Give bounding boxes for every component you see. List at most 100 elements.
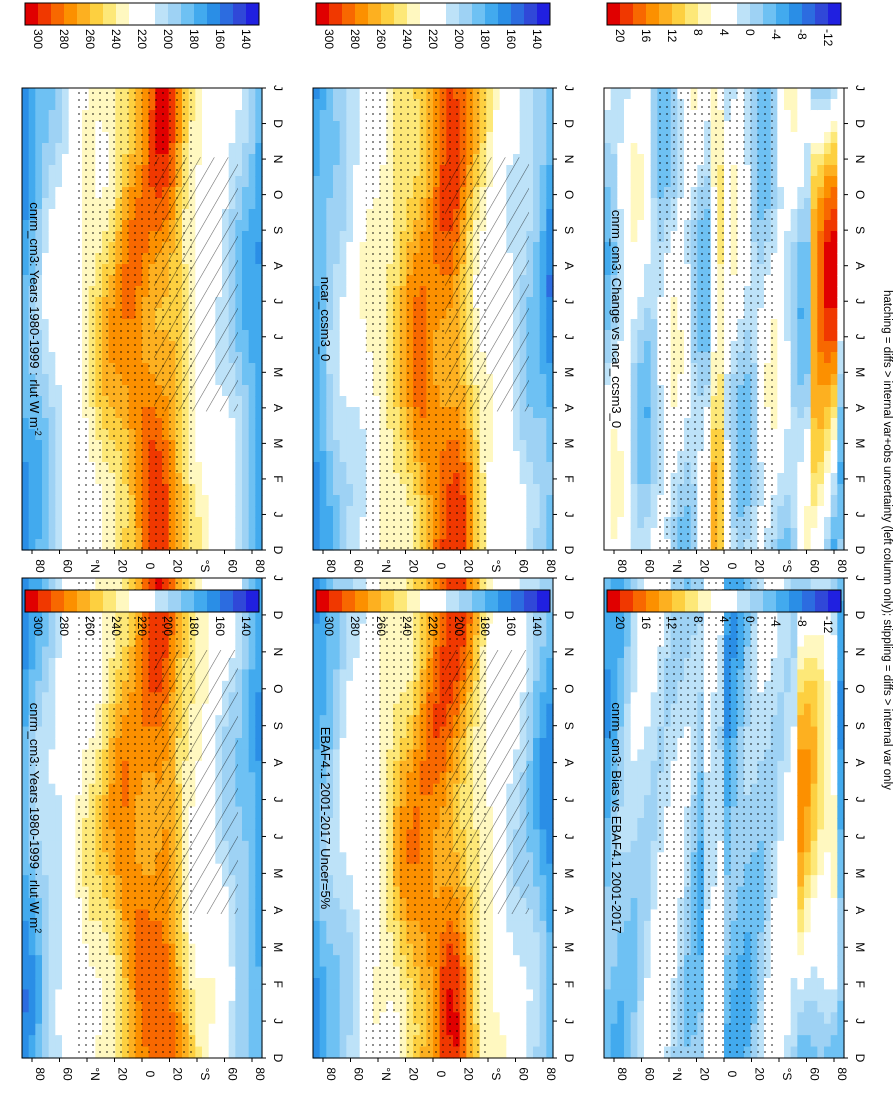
heatmap-cell: [195, 99, 202, 111]
heatmap-cell: [55, 209, 62, 221]
heatmap-cell: [55, 829, 62, 841]
heatmap-cell: [540, 841, 547, 853]
heatmap-cell: [235, 1035, 242, 1047]
heatmap-cell: [340, 875, 347, 887]
heatmap-cell: [313, 1012, 320, 1024]
heatmap-cell: [42, 715, 49, 727]
heatmap-cell: [49, 624, 56, 636]
heatmap-cell: [333, 647, 340, 659]
heatmap-cell: [340, 473, 347, 485]
heatmap-cell: [533, 772, 540, 784]
title-superscript: -2: [33, 428, 43, 436]
heatmap-cell: [320, 495, 327, 507]
heatmap-cell: [353, 658, 360, 670]
heatmap-cell: [353, 818, 360, 830]
heatmap-cell: [49, 165, 56, 177]
heatmap-cell: [353, 978, 360, 990]
heatmap-cell: [42, 154, 49, 166]
heatmap-cell: [249, 231, 256, 243]
heatmap-cell: [22, 681, 29, 693]
heatmap-cell: [249, 818, 256, 830]
heatmap-cell: [55, 749, 62, 761]
heatmap-cell: [313, 989, 320, 1001]
heatmap-cell: [533, 795, 540, 807]
heatmap-cell: [346, 795, 353, 807]
heatmap-cell: [520, 1024, 527, 1036]
heatmap-cell: [533, 715, 540, 727]
heatmap-cell: [340, 220, 347, 232]
heatmap-cell: [326, 506, 333, 518]
heatmap-cell: [55, 795, 62, 807]
heatmap-cell: [22, 99, 29, 111]
heatmap-cell: [215, 978, 222, 990]
heatmap-cell: [320, 176, 327, 188]
heatmap-cell: [340, 242, 347, 254]
heatmap-cell: [22, 978, 29, 990]
heatmap-cell: [209, 121, 216, 133]
heatmap-cell: [215, 539, 222, 551]
lat-tick-label: 0: [434, 1071, 448, 1078]
heatmap-cell: [222, 517, 229, 529]
heatmap-cell: [526, 944, 533, 956]
heatmap-cell: [209, 1012, 216, 1024]
heatmap-cell: [62, 132, 69, 144]
heatmap-cell: [195, 967, 202, 979]
heatmap-cell: [242, 784, 249, 796]
heatmap-cell: [62, 887, 69, 899]
colorbar-tick-label: 200: [161, 616, 175, 636]
heatmap-cell: [195, 143, 202, 155]
heatmap-cell: [215, 132, 222, 144]
heatmap-cell: [346, 749, 353, 761]
heatmap-cell: [249, 88, 256, 100]
heatmap-cell: [340, 110, 347, 122]
heatmap-cell: [486, 1012, 493, 1024]
heatmap-cell: [340, 612, 347, 624]
heatmap-cell: [235, 635, 242, 647]
heatmap-cell: [320, 385, 327, 397]
heatmap-cell: [326, 374, 333, 386]
heatmap-cell: [209, 495, 216, 507]
heatmap-cell: [249, 440, 256, 452]
heatmap-cell: [533, 932, 540, 944]
heatmap-cell: [62, 772, 69, 784]
heatmap-cell: [326, 209, 333, 221]
heatmap-cell: [333, 898, 340, 910]
heatmap-cell: [500, 1001, 507, 1013]
heatmap-cell: [209, 578, 216, 590]
heatmap-cell: [215, 440, 222, 452]
heatmap-cell: [540, 818, 547, 830]
heatmap-cell: [42, 647, 49, 659]
heatmap-cell: [540, 1001, 547, 1013]
heatmap-cell: [62, 88, 69, 100]
heatmap-cell: [195, 429, 202, 441]
heatmap-cell: [55, 955, 62, 967]
heatmap-cell: [340, 852, 347, 864]
heatmap-cell: [326, 658, 333, 670]
figure: DJFMAMJJASONDJ80 60 °N 20 0 20 °S 60 80cnrm_cm3:…: [0, 0, 894, 1102]
heatmap-cell: [249, 187, 256, 199]
heatmap-cell: [49, 121, 56, 133]
heatmap-cell: [49, 451, 56, 463]
heatmap-cell: [215, 484, 222, 496]
heatmap-cell: [320, 121, 327, 133]
lat-tick-label: °S: [198, 1068, 212, 1081]
month-tick-label: J: [271, 575, 285, 581]
heatmap-cell: [49, 220, 56, 232]
heatmap-cell: [49, 253, 56, 265]
heatmap-cell: [42, 363, 49, 375]
heatmap-cell: [526, 1035, 533, 1047]
colorbar-tick-label: 200: [161, 29, 175, 49]
heatmap-cell: [62, 967, 69, 979]
heatmap-cell: [235, 110, 242, 122]
heatmap-cell: [29, 1024, 36, 1036]
heatmap-cell: [62, 341, 69, 353]
colorbar-swatch: [155, 3, 168, 25]
heatmap-cell: [49, 864, 56, 876]
heatmap-cell: [320, 363, 327, 375]
heatmap-cell: [209, 921, 216, 933]
heatmap-cell: [29, 165, 36, 177]
heatmap-cell: [320, 209, 327, 221]
heatmap-cell: [340, 187, 347, 199]
heatmap-cell: [222, 462, 229, 474]
heatmap-cell: [49, 669, 56, 681]
